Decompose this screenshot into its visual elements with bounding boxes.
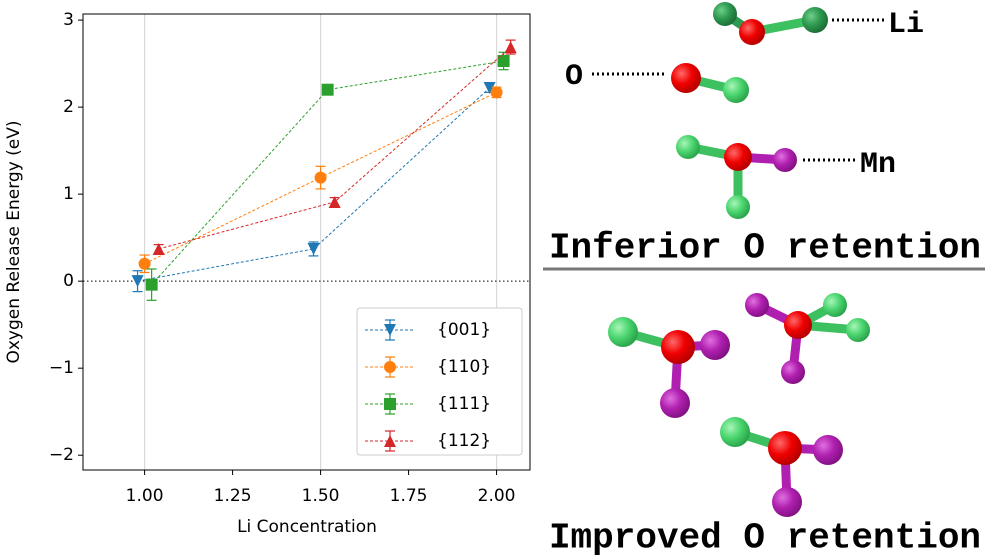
- legend-label: {111}: [437, 394, 491, 414]
- marker: [504, 41, 517, 54]
- marker: [314, 171, 327, 184]
- marker: [321, 83, 334, 96]
- legend-label: {112}: [437, 431, 491, 451]
- molecule-diagram: Li O Mn Inferior O retention Improved O …: [543, 2, 985, 558]
- marker: [152, 242, 165, 255]
- x-tick-label: 1.25: [214, 486, 252, 506]
- legend-label: {110}: [437, 357, 491, 377]
- x-tick-label: 1.00: [126, 486, 164, 506]
- legend-marker: [384, 398, 396, 410]
- y-axis-label: Oxygen Release Energy (eV): [4, 120, 24, 363]
- y-tick-label: −1: [49, 358, 74, 378]
- marker: [483, 81, 496, 94]
- series-line: [137, 87, 490, 282]
- legend-box: [356, 307, 523, 456]
- li-label: Li: [888, 8, 924, 42]
- legend-label: {001}: [437, 320, 491, 340]
- mn-label: Mn: [860, 148, 896, 182]
- legend: {001} {110} {111} {112}: [356, 307, 523, 456]
- y-tick-label: 1: [63, 184, 74, 204]
- marker: [497, 54, 510, 67]
- marker: [328, 195, 341, 208]
- y-tick-label: −2: [49, 445, 74, 465]
- y-tick-label: 2: [63, 97, 74, 117]
- y-tick-label: 0: [63, 271, 74, 291]
- atoms: [608, 2, 870, 517]
- o-label: O: [565, 60, 583, 94]
- legend-marker: [384, 435, 396, 447]
- marker: [145, 278, 158, 291]
- legend-marker: [384, 361, 396, 373]
- x-tick-label: 1.50: [302, 486, 340, 506]
- x-axis-label: Li Concentration: [237, 517, 377, 537]
- marker: [131, 275, 144, 288]
- marker: [138, 257, 151, 270]
- top-caption: Inferior O retention: [549, 228, 981, 269]
- x-tick-label: 1.75: [390, 486, 428, 506]
- marker: [307, 242, 320, 255]
- series-line: [158, 46, 511, 250]
- marker: [490, 86, 503, 99]
- bottom-caption: Improved O retention: [549, 518, 981, 558]
- axes-frame: [82, 13, 531, 471]
- plot-area: Li Concentration Oxygen Release Energy (…: [4, 10, 531, 537]
- x-tick-label: 2.00: [478, 486, 516, 506]
- y-tick-label: 3: [63, 10, 74, 30]
- legend-marker: [384, 324, 396, 336]
